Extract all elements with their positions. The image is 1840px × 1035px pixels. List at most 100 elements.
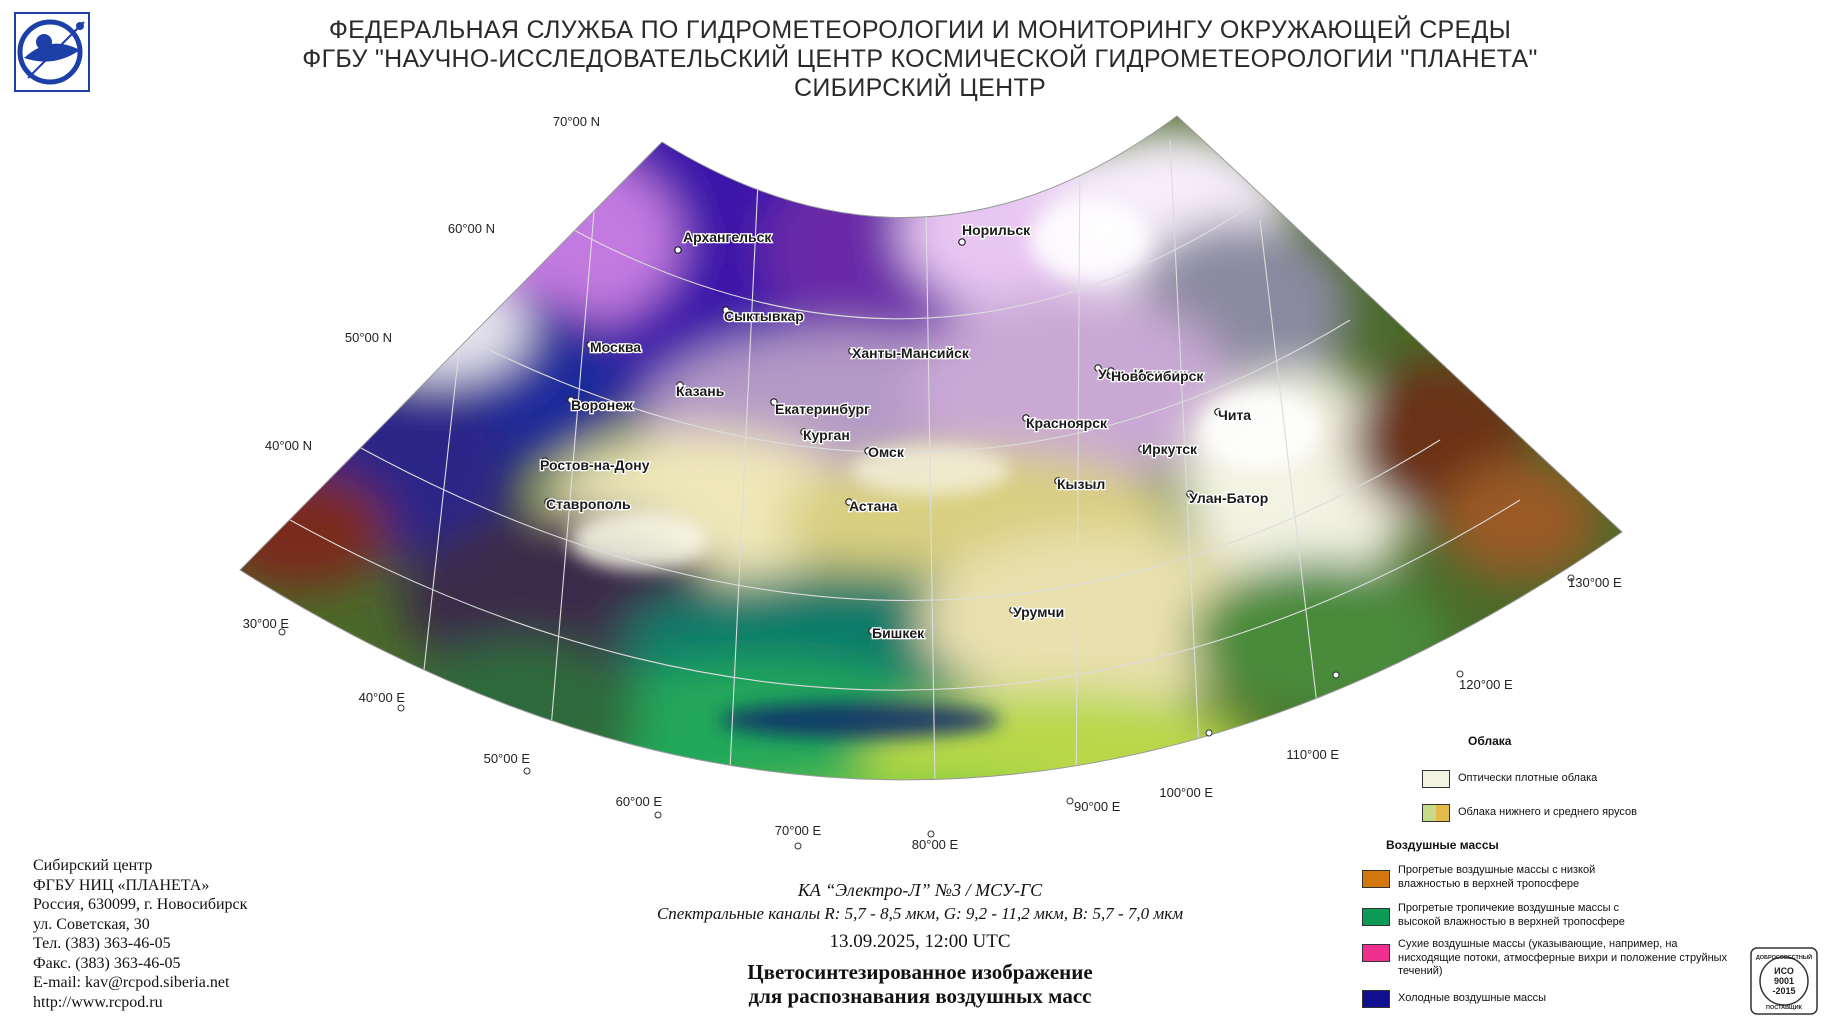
channels-caption: Спектральные каналы R: 5,7 - 8,5 мкм, G:… [656, 904, 1184, 923]
city-label: Екатеринбург [775, 401, 870, 417]
legend-swatch [1422, 770, 1450, 788]
legend-label: Облака нижнего и среднего ярусов [1458, 806, 1638, 819]
city-marker [770, 398, 778, 406]
legend-label: Сухие воздушные массы (указывающие, напр… [1398, 938, 1728, 977]
city-marker [1138, 445, 1146, 453]
longitude-tick-marker [1205, 729, 1213, 737]
legend-swatch [1362, 990, 1390, 1008]
longitude-tick-marker [278, 628, 286, 636]
city-label: Архангельск [683, 229, 772, 245]
map-graticule [289, 139, 1521, 780]
longitude-label: 90°00 E [1074, 799, 1121, 814]
info-line: Тел. (383) 363-46-05 [33, 935, 171, 952]
city-marker [541, 457, 549, 465]
city-label: Курган [803, 427, 850, 443]
longitude-tick-marker [1066, 797, 1074, 805]
legend-swatch [1362, 908, 1390, 926]
info-line: ул. Советская, 30 [33, 915, 150, 933]
header-title-2: ФГБУ "НАУЧНО-ИССЛЕДОВАТЕЛЬСКИЙ ЦЕНТР КОС… [302, 45, 1538, 73]
longitude-tick-marker [397, 704, 405, 712]
legend-label: Оптически плотные облака [1458, 772, 1598, 785]
city-marker [1214, 408, 1222, 416]
city-marker [674, 246, 682, 254]
longitude-tick-marker [654, 811, 662, 819]
longitude-tick-marker [1456, 670, 1464, 678]
city-label: Сыктывкар [724, 308, 804, 324]
legend-label: Холодные воздушные массы [1398, 992, 1547, 1005]
city-label: Новосибирск [1111, 368, 1204, 384]
latitude-label: 60°00 N [448, 221, 495, 236]
city-label: Ростов-на-Дону [540, 457, 650, 473]
legend-swatch [1362, 870, 1390, 888]
longitude-label: 60°00 E [616, 794, 663, 809]
city-marker [845, 498, 853, 506]
legend-item-cold-masses: Холодные воздушные массы [1362, 990, 1546, 1008]
longitude-label: 120°00 E [1459, 677, 1513, 692]
longitude-label: 40°00 E [359, 690, 406, 705]
city-label: Москва [590, 339, 641, 355]
image-title-line-2: для распознавания воздушных масс [748, 984, 1092, 1008]
legend-heading-clouds: Облака [1468, 734, 1512, 748]
city-label: Иркутск [1142, 441, 1198, 457]
city-marker [567, 396, 575, 404]
iso-text-2: 9001 [1774, 976, 1794, 986]
city-label: Казань [676, 383, 725, 399]
city-label: Ставрополь [546, 496, 631, 512]
longitude-tick-marker [523, 767, 531, 775]
city-label: Омск [868, 444, 905, 460]
info-line: Сибирский центр [33, 857, 153, 874]
longitude-label: 110°00 E [1286, 747, 1339, 762]
info-email[interactable]: E-mail: kav@rcpod.siberia.net [33, 974, 230, 991]
longitude-tick-marker [1567, 574, 1575, 582]
latitude-label: 70°00 N [553, 114, 600, 129]
city-marker [868, 627, 876, 635]
iso-text-3: -2015 [1772, 986, 1795, 996]
city-label: Улан-Батор [1189, 490, 1268, 506]
city-marker [1009, 606, 1017, 614]
city-label: Ханты-Мансийск [852, 345, 970, 361]
iso-text-1: ИСО [1774, 966, 1794, 976]
longitude-label: 100°00 E [1159, 785, 1213, 800]
city-marker [586, 341, 594, 349]
city-marker [1107, 367, 1115, 375]
map-labels: 70°00 N 60°00 N 50°00 N 40°00 N 30°00 E 40°00… [243, 114, 1622, 852]
city-marker [800, 428, 808, 436]
longitude-tick-marker [794, 842, 802, 850]
city-marker [722, 306, 730, 314]
planeta-logo-icon [14, 12, 90, 92]
iso-top-text: ДОБРОСОВЕСТНЫЙ [1756, 953, 1812, 961]
legend-item-low-mid-clouds: Облака нижнего и среднего ярусов [1422, 804, 1637, 822]
city-label: Красноярск [1026, 415, 1108, 431]
header-title-3: СИБИРСКИЙ ЦЕНТР [794, 74, 1046, 102]
city-label: Чита [1218, 407, 1251, 423]
iso-certification-badge: ДОБРОСОВЕСТНЫЙ ИСО 9001 -2015 ПОСТАВЩИК [1750, 947, 1818, 1015]
city-marker [676, 381, 684, 389]
city-marker [1054, 477, 1062, 485]
city-label: Урумчи [1013, 604, 1064, 620]
info-line: Факс. (383) 363-46-05 [33, 954, 181, 972]
longitude-label: 80°00 E [912, 837, 959, 852]
city-marker [1022, 414, 1030, 422]
info-line: ФГБУ НИЦ «ПЛАНЕТА» [33, 876, 210, 894]
city-label: Бишкек [872, 625, 925, 641]
city-label: Астана [849, 498, 898, 514]
legend-label: Прогретые тропичекие воздушные массы с в… [1398, 902, 1625, 928]
legend-item-warm-low-humidity: Прогретые воздушные массы с низкой влажн… [1362, 864, 1702, 891]
header-title-1: ФЕДЕРАЛЬНАЯ СЛУЖБА ПО ГИДРОМЕТЕОРОЛОГИИ … [328, 16, 1512, 44]
info-website-link[interactable]: http://www.rcpod.ru [33, 993, 163, 1011]
city-marker [1094, 364, 1102, 372]
longitude-label: 70°00 E [775, 823, 822, 838]
city-label: Усть-Илимск [1098, 366, 1187, 382]
iso-bottom-text: ПОСТАВЩИК [1766, 1005, 1803, 1011]
datetime-caption: 13.09.2025, 12:00 UTC [829, 931, 1011, 952]
legend-heading-air-masses: Воздушные массы [1386, 838, 1499, 852]
page-header: ФЕДЕРАЛЬНАЯ СЛУЖБА ПО ГИДРОМЕТЕОРОЛОГИИ … [0, 16, 1840, 103]
latitude-label: 40°00 N [265, 438, 312, 453]
city-marker [544, 498, 552, 506]
legend-swatch [1422, 804, 1450, 822]
city-marker [1186, 490, 1194, 498]
longitude-label: 130°00 E [1568, 575, 1622, 590]
satellite-caption: КА “Электро-Л” №3 / МСУ-ГС [797, 880, 1043, 900]
city-label: Воронеж [571, 397, 634, 413]
